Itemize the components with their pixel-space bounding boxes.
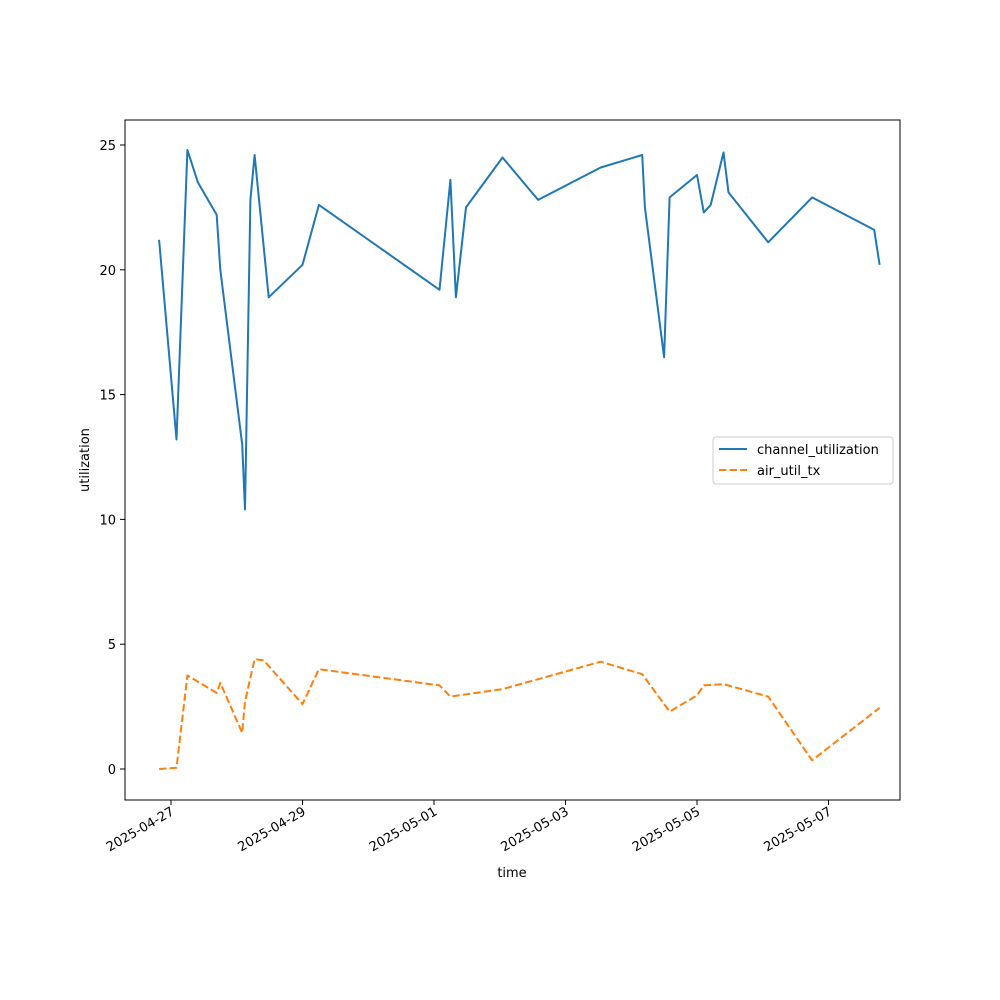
series-layer [158, 149, 881, 770]
legend-label-air-util-tx: air_util_tx [757, 464, 821, 479]
y-tick-label: 15 [99, 389, 116, 404]
series-line-channel-utilization [158, 149, 881, 511]
legend: channel_utilization air_util_tx [712, 436, 894, 485]
y-tick-label: 10 [99, 513, 116, 528]
x-axis-label: time [497, 866, 526, 881]
legend-box [712, 436, 894, 485]
plot-frame [124, 119, 901, 801]
y-tick-label: 25 [99, 139, 116, 154]
y-axis: 0 5 10 15 20 25 [99, 139, 125, 778]
y-tick-label: 0 [108, 763, 116, 778]
y-tick-label: 5 [108, 638, 116, 653]
y-tick-label: 20 [99, 264, 116, 279]
legend-label-channel-utilization: channel_utilization [757, 443, 879, 458]
series-line-air-util-tx [159, 658, 881, 770]
y-axis-label: utilization [78, 428, 93, 492]
